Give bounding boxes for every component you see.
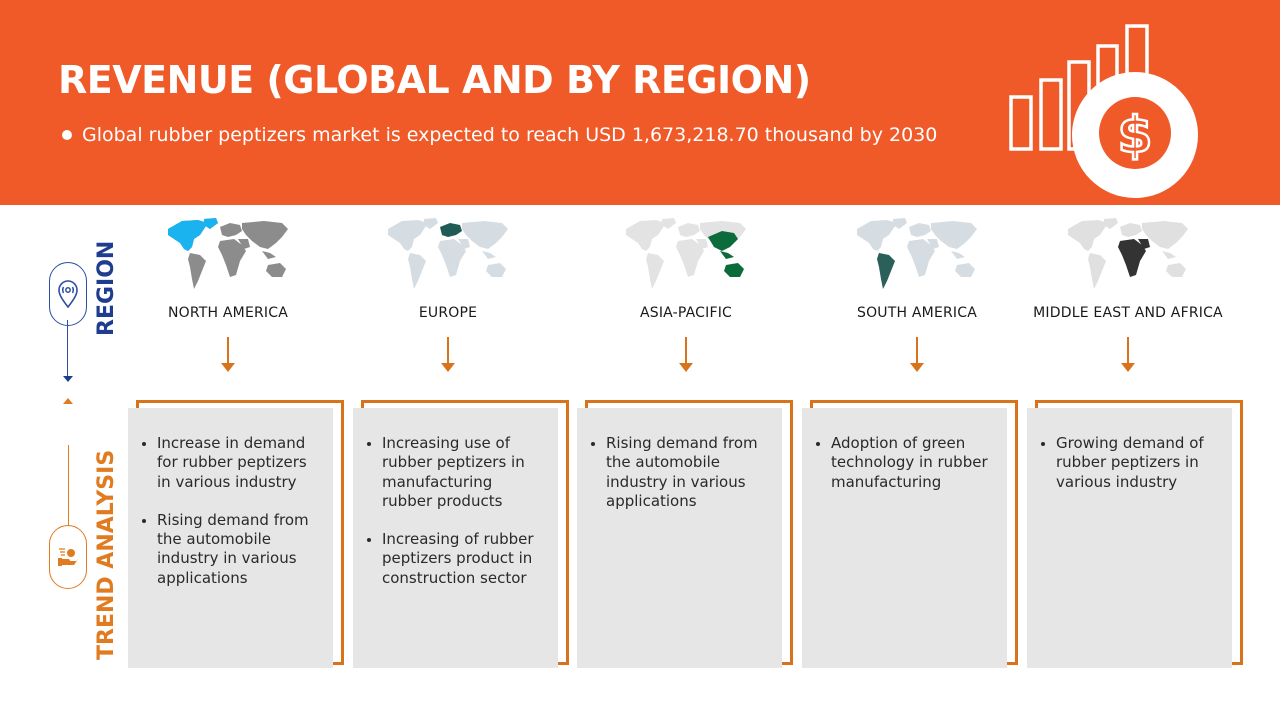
world-map-europe-icon bbox=[388, 218, 508, 289]
region-column-asia-pacific: ASIA-PACIFIC bbox=[576, 215, 796, 375]
trend-item: Increasing of rubber peptizers product i… bbox=[363, 530, 544, 588]
trend-section-label: TREND ANALYSIS bbox=[94, 449, 119, 660]
world-map-south-america-icon bbox=[857, 218, 977, 289]
triangle-down-icon bbox=[63, 376, 73, 382]
revenue-growth-dollar-icon: $ bbox=[1009, 24, 1198, 198]
rail-connector-region bbox=[67, 320, 68, 378]
arrow-down-icon bbox=[910, 337, 924, 372]
trend-item: Rising demand from the automobile indust… bbox=[587, 434, 768, 511]
region-name: ASIA-PACIFIC bbox=[639, 305, 733, 321]
arrow-down-icon bbox=[679, 337, 693, 372]
region-name: SOUTH AMERICA bbox=[857, 305, 977, 321]
subtitle-text: Global rubber peptizers market is expect… bbox=[82, 124, 938, 146]
header-banner: REVENUE (GLOBAL AND BY REGION) Global ru… bbox=[0, 0, 1280, 205]
trend-card-middle-east-africa: Growing demand of rubber peptizers in va… bbox=[1027, 408, 1232, 668]
arrow-down-icon bbox=[221, 337, 235, 372]
svg-text:$: $ bbox=[1118, 106, 1153, 164]
region-column-north-america: NORTH AMERICA bbox=[118, 215, 338, 375]
region-column-middle-east-africa: MIDDLE EAST AND AFRICA bbox=[1013, 215, 1243, 375]
rail-connector-trend bbox=[68, 445, 69, 525]
page-title: REVENUE (GLOBAL AND BY REGION) bbox=[58, 58, 811, 102]
trend-card-asia-pacific: Rising demand from the automobile indust… bbox=[577, 408, 782, 668]
region-name: NORTH AMERICA bbox=[167, 305, 289, 321]
region-pill bbox=[49, 262, 87, 326]
trend-pill bbox=[49, 525, 87, 589]
trend-item: Rising demand from the automobile indust… bbox=[138, 511, 319, 588]
arrow-down-icon bbox=[1121, 337, 1135, 372]
region-column-europe: EUROPE bbox=[338, 215, 558, 375]
header-subtitle: Global rubber peptizers market is expect… bbox=[62, 124, 937, 146]
hand-coin-icon bbox=[58, 548, 78, 566]
world-map-north-america-icon bbox=[168, 218, 288, 289]
trend-item: Adoption of green technology in rubber m… bbox=[812, 434, 993, 492]
trend-card-south-america: Adoption of green technology in rubber m… bbox=[802, 408, 1007, 668]
location-pin-icon bbox=[58, 280, 78, 309]
region-section-label: REGION bbox=[94, 240, 119, 336]
world-map-asia-pacific-icon bbox=[626, 218, 746, 289]
world-map-middle-east-africa-icon bbox=[1068, 218, 1188, 289]
region-name: MIDDLE EAST AND AFRICA bbox=[1033, 305, 1223, 321]
arrow-down-icon bbox=[441, 337, 455, 372]
trend-item: Increasing use of rubber peptizers in ma… bbox=[363, 434, 544, 511]
trend-item: Increase in demand for rubber peptizers … bbox=[138, 434, 319, 492]
bullet-dot bbox=[62, 130, 72, 140]
trend-item: Growing demand of rubber peptizers in va… bbox=[1037, 434, 1218, 492]
region-column-south-america: SOUTH AMERICA bbox=[807, 215, 1027, 375]
triangle-up-icon bbox=[63, 398, 73, 404]
trend-card-europe: Increasing use of rubber peptizers in ma… bbox=[353, 408, 558, 668]
trend-card-north-america: Increase in demand for rubber peptizers … bbox=[128, 408, 333, 668]
region-name: EUROPE bbox=[418, 305, 478, 321]
